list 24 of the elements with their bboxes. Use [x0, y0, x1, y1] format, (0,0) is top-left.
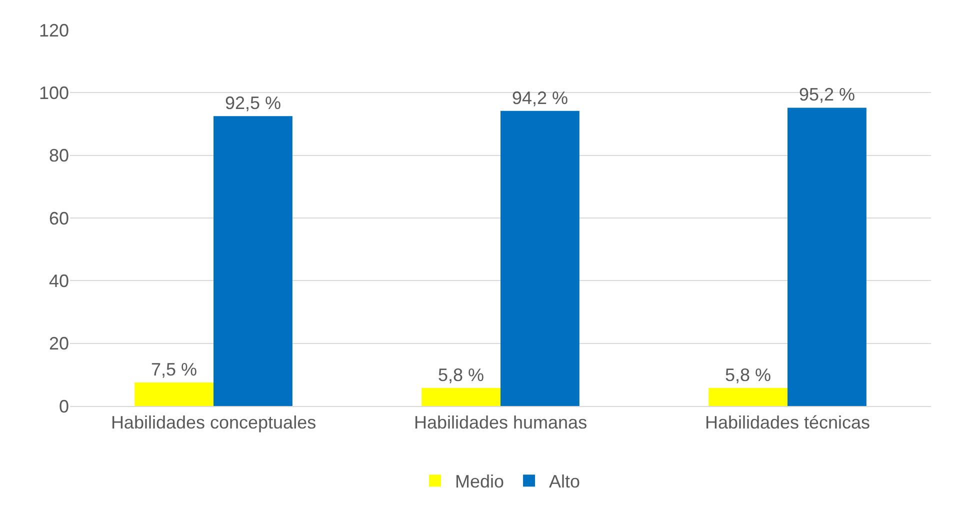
bar [422, 388, 500, 406]
x-tick-label: Habilidades humanas [414, 412, 588, 433]
y-tick-label: 60 [48, 208, 69, 228]
legend-label: Medio [455, 472, 504, 492]
data-label: 92,5 % [224, 93, 281, 114]
y-tick-label: 20 [48, 334, 69, 354]
data-label: 5,8 % [725, 364, 772, 385]
data-label: 5,8 % [438, 364, 484, 385]
y-tick-label: 100 [38, 82, 69, 103]
data-label: 94,2 % [512, 88, 568, 108]
legend-label: Alto [549, 472, 580, 492]
bar [214, 116, 292, 406]
y-tick-label: 120 [38, 20, 69, 40]
x-tick-label: Habilidades técnicas [704, 412, 870, 433]
data-label: 95,2 % [798, 84, 855, 105]
bar [788, 108, 866, 406]
bar [500, 110, 580, 406]
y-tick-label: 80 [48, 146, 69, 166]
x-tick-label: Habilidades conceptuales [110, 412, 316, 433]
y-tick-label: 40 [48, 270, 69, 291]
data-label: 7,5 % [151, 360, 198, 380]
bar [708, 388, 788, 406]
y-tick-label: 0 [58, 396, 69, 416]
bar [134, 382, 214, 406]
